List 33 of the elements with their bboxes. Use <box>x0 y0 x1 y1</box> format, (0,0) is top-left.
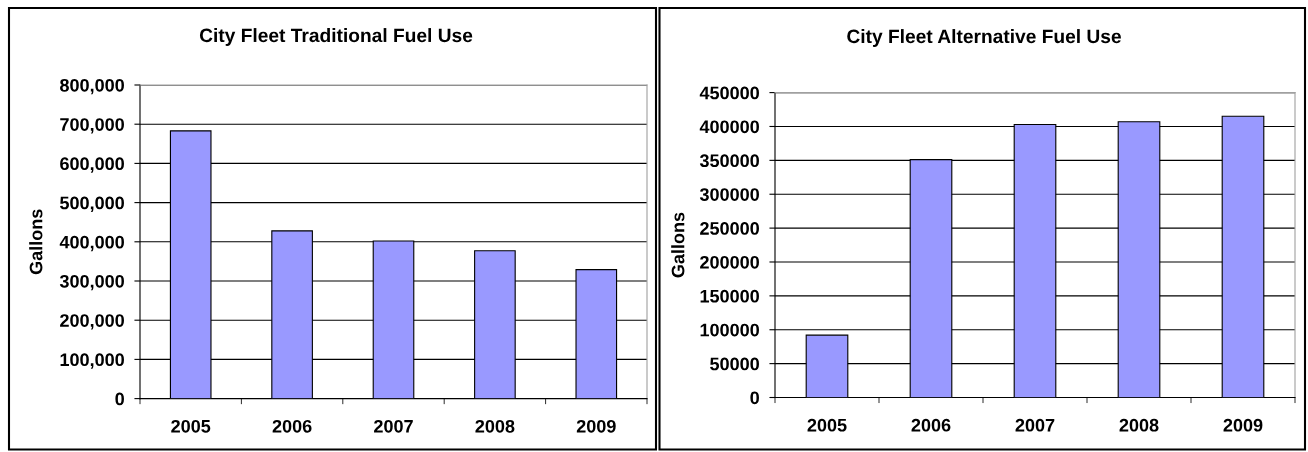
y-tick-label: 0 <box>115 392 124 406</box>
y-tick-label: 0 <box>750 391 759 405</box>
y-tick-label: 600,000 <box>60 157 124 173</box>
y-tick-label: 300,000 <box>59 274 124 291</box>
y-tick-label: 200000 <box>700 255 759 269</box>
y-tick-label: 800,000 <box>60 78 124 95</box>
y-tick-label: 350000 <box>699 154 759 168</box>
x-tick-label: 2009 <box>1223 418 1263 432</box>
x-tick-label: 2009 <box>576 419 616 433</box>
y-axis-title: Gallons <box>671 212 685 278</box>
x-tick-label: 2006 <box>272 419 312 433</box>
y-tick-label: 450000 <box>699 86 759 100</box>
x-tick-label: 2007 <box>374 419 413 433</box>
x-tick-label: 2006 <box>911 418 951 432</box>
y-tick-label: 150000 <box>700 289 759 303</box>
y-tick-label: 500,000 <box>60 196 124 212</box>
x-tick-label: 2007 <box>1015 418 1055 432</box>
chart-title: City Fleet Traditional Fuel Use <box>199 28 473 46</box>
x-tick-label: 2005 <box>807 418 847 432</box>
x-tick-label: 2008 <box>475 419 515 433</box>
y-tick-label: 50000 <box>710 357 759 371</box>
x-tick-label: 2005 <box>171 419 211 433</box>
y-tick-label: 200,000 <box>60 314 124 330</box>
y-tick-label: 700,000 <box>60 118 124 134</box>
y-tick-label: 250000 <box>700 222 759 235</box>
y-tick-label: 400,000 <box>59 235 124 252</box>
y-tick-label: 100000 <box>700 323 759 337</box>
x-tick-label: 2008 <box>1119 418 1159 432</box>
y-tick-label: 300000 <box>699 188 759 201</box>
y-tick-label: 400000 <box>699 120 759 134</box>
y-axis-title: Gallons <box>29 209 43 275</box>
chart-title: City Fleet Alternative Fuel Use <box>847 29 1121 47</box>
y-tick-label: 100,000 <box>60 353 124 369</box>
